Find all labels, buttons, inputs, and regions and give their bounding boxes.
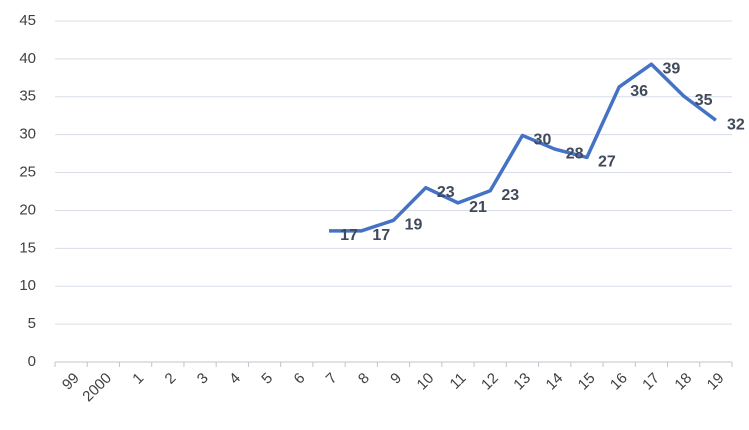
- x-tick-label: 3: [194, 370, 212, 388]
- data-label: 21: [469, 199, 487, 216]
- x-tick-label: 10: [414, 370, 438, 394]
- y-tick-label: 40: [19, 50, 36, 67]
- x-tick-label: 8: [355, 370, 373, 388]
- data-label: 35: [695, 92, 713, 109]
- data-label: 23: [437, 184, 455, 201]
- x-tick-label: 13: [510, 370, 534, 394]
- x-tick-label: 6: [290, 370, 308, 388]
- x-tick-label: 17: [639, 370, 663, 394]
- y-tick-label: 15: [19, 239, 36, 256]
- data-label: 30: [534, 132, 552, 149]
- y-tick-label: 35: [19, 88, 36, 105]
- data-label: 36: [630, 83, 648, 100]
- x-tick-label: 12: [478, 370, 502, 394]
- data-label: 19: [405, 217, 423, 234]
- y-tick-label: 25: [19, 164, 36, 181]
- y-tick-label: 45: [19, 12, 36, 29]
- x-tick-label: 18: [671, 370, 695, 394]
- x-tick-label: 4: [226, 370, 244, 388]
- data-label: 17: [340, 227, 358, 244]
- x-tick-label: 7: [323, 370, 341, 388]
- x-tick-label: 9: [387, 370, 405, 388]
- x-tick-label: 19: [704, 370, 728, 394]
- y-tick-label: 0: [28, 353, 36, 370]
- y-tick-label: 20: [19, 201, 36, 218]
- data-label: 27: [598, 154, 616, 171]
- x-tick-label: 16: [607, 370, 631, 394]
- line: [329, 62, 717, 233]
- x-tick-label: 99: [59, 370, 83, 394]
- x-tick-label: 2000: [79, 370, 115, 406]
- data-label: 23: [501, 187, 519, 204]
- x-tick-label: 5: [258, 370, 276, 388]
- data-label: 32: [727, 116, 745, 133]
- x-tick-label: 15: [575, 370, 599, 394]
- data-label: 17: [372, 227, 390, 244]
- x-tick-label: 1: [129, 370, 147, 388]
- y-tick-label: 10: [19, 277, 36, 294]
- data-label: 28: [566, 145, 584, 162]
- x-tick-label: 14: [543, 370, 567, 394]
- x-tick-label: 11: [447, 370, 470, 393]
- data-label: 39: [663, 60, 681, 77]
- x-tick-label: 2: [162, 370, 180, 388]
- y-tick-label: 5: [28, 315, 36, 332]
- y-tick-label: 30: [19, 126, 36, 143]
